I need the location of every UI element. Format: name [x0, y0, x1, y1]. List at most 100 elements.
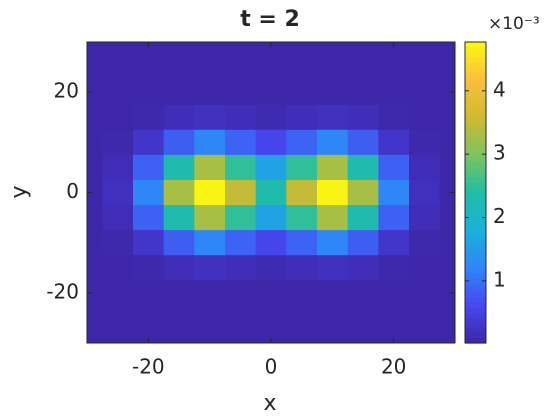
contour-cell [194, 104, 226, 131]
contour-cell [102, 280, 134, 306]
colorbar-segment [465, 287, 486, 294]
contour-cell [194, 205, 226, 231]
colorbar-segment [465, 282, 486, 289]
colorbar-segment [465, 337, 486, 344]
contour-cell [163, 205, 195, 231]
colorbar-segment [465, 112, 486, 118]
contour-cell [225, 230, 257, 256]
contour-cell [255, 154, 287, 181]
colorbar-segment [465, 182, 486, 189]
colorbar-segment [465, 177, 486, 184]
contour-cell [163, 104, 195, 131]
contour-cell [133, 179, 165, 206]
contour-cell [163, 230, 195, 256]
colorbar-segment [465, 117, 486, 123]
contour-cell [286, 42, 318, 56]
contour-cell [133, 104, 165, 131]
contour-cell [409, 154, 441, 181]
contour-cell [347, 179, 379, 206]
contour-cell [347, 79, 379, 106]
contour-cell [439, 330, 455, 343]
colorbar-segment [465, 327, 486, 334]
contour-cell [347, 230, 379, 256]
contour-cell [225, 179, 257, 206]
contour-cell [102, 104, 134, 131]
colorbar-segment [465, 107, 486, 113]
contour-cell [194, 305, 226, 331]
contour-cell [317, 280, 349, 306]
contour-cell [439, 104, 455, 131]
contour-cell [225, 79, 257, 106]
contour-cell [87, 205, 103, 231]
contour-cell [133, 255, 165, 281]
contour-cell [317, 42, 349, 56]
contour-cell [439, 79, 455, 106]
contour-cell [194, 330, 226, 343]
contour-cell [378, 79, 410, 106]
contour-cell [317, 154, 349, 181]
contour-cell [409, 255, 441, 281]
contour-cell [87, 79, 103, 106]
contour-cell [439, 42, 455, 56]
colorbar-segment [465, 192, 486, 199]
contour-cell [163, 79, 195, 106]
colorbar-tick-label: 1 [493, 267, 506, 291]
contour-cell [378, 230, 410, 256]
colorbar-segment [465, 257, 486, 264]
contour-cell [87, 104, 103, 131]
colorbar-tick-label: 4 [493, 77, 506, 101]
contour-cell [163, 280, 195, 306]
contour-cell [347, 255, 379, 281]
contour-field [87, 42, 455, 343]
contour-cell [194, 154, 226, 181]
contour-cell [286, 330, 318, 343]
contour-cell [102, 129, 134, 156]
contour-cell [378, 179, 410, 206]
contour-cell [409, 205, 441, 231]
colorbar-segment [465, 187, 486, 194]
colorbar-segment [465, 277, 486, 284]
contour-cell [439, 255, 455, 281]
contour-cell [317, 255, 349, 281]
contour-cell [133, 330, 165, 343]
colorbar-segment [465, 272, 486, 279]
contour-cell [347, 205, 379, 231]
contour-cell [317, 230, 349, 256]
colorbar-segment [465, 197, 486, 204]
contour-cell [286, 54, 318, 81]
contour-cell [225, 305, 257, 331]
contour-cell [102, 205, 134, 231]
contour-cell [102, 255, 134, 281]
contour-cell [194, 179, 226, 206]
contour-cell [347, 129, 379, 156]
contour-cell [87, 305, 103, 331]
contour-cell [102, 330, 134, 343]
x-tick-label: -20 [132, 355, 165, 379]
colorbar-segment [465, 302, 486, 309]
contour-cell [87, 42, 103, 56]
contour-cell [194, 230, 226, 256]
contour-cell [409, 79, 441, 106]
colorbar-segment [465, 172, 486, 179]
contour-cell [255, 129, 287, 156]
colorbar-segment [465, 42, 486, 48]
contour-cell [317, 104, 349, 131]
contour-cell [225, 104, 257, 131]
colorbar-segment [465, 207, 486, 214]
x-tick-label: 0 [265, 355, 278, 379]
contour-cell [225, 330, 257, 343]
contour-cell [102, 79, 134, 106]
colorbar-segment [465, 72, 486, 78]
contour-cell [439, 154, 455, 181]
contour-cell [255, 205, 287, 231]
contour-cell [317, 179, 349, 206]
contour-cell [439, 129, 455, 156]
contour-cell [133, 42, 165, 56]
colorbar-segment [465, 262, 486, 269]
contour-cell [102, 179, 134, 206]
contour-cell [133, 129, 165, 156]
contour-cell [255, 54, 287, 81]
contour-cell [102, 305, 134, 331]
contour-cell [255, 230, 287, 256]
contour-cell [439, 179, 455, 206]
